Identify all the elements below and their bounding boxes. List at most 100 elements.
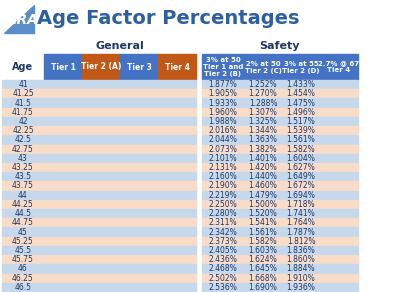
Bar <box>44 54 82 80</box>
Bar <box>120 163 158 172</box>
Bar <box>82 54 120 80</box>
Bar <box>282 163 320 172</box>
Text: 42.25: 42.25 <box>12 126 34 135</box>
Bar <box>120 237 158 246</box>
Text: 1.252%: 1.252% <box>249 80 277 89</box>
Bar <box>282 227 320 237</box>
Bar <box>2 237 44 246</box>
Text: 1.344%: 1.344% <box>248 126 278 135</box>
Text: 1.812%: 1.812% <box>287 237 315 246</box>
Bar <box>244 135 282 145</box>
Bar <box>44 172 82 181</box>
Bar <box>2 255 44 264</box>
Bar <box>120 154 158 163</box>
Bar <box>82 135 120 145</box>
Bar <box>44 237 82 246</box>
Bar <box>202 181 244 191</box>
Text: 1.307%: 1.307% <box>248 108 278 117</box>
Text: 2.342%: 2.342% <box>209 227 237 237</box>
Bar <box>320 255 358 264</box>
Bar <box>202 117 244 126</box>
Text: 43.5: 43.5 <box>14 172 32 181</box>
Polygon shape <box>4 5 34 33</box>
Bar <box>244 89 282 98</box>
Bar <box>44 227 82 237</box>
Bar <box>82 145 120 154</box>
Bar <box>244 163 282 172</box>
Bar <box>244 255 282 264</box>
Bar <box>120 191 158 200</box>
Bar <box>2 191 44 200</box>
Bar <box>2 209 44 218</box>
Text: 2.219%: 2.219% <box>209 191 237 200</box>
Text: 1.690%: 1.690% <box>248 283 278 292</box>
Bar <box>120 209 158 218</box>
Bar <box>202 246 244 255</box>
Text: 43.25: 43.25 <box>12 163 34 172</box>
Bar <box>120 135 158 145</box>
Text: 43: 43 <box>18 154 28 163</box>
Bar <box>2 126 44 135</box>
Bar <box>202 145 244 154</box>
Text: 1.517%: 1.517% <box>287 117 315 126</box>
Text: Safety: Safety <box>260 41 300 51</box>
Text: 1.541%: 1.541% <box>249 218 277 227</box>
Bar <box>158 89 196 98</box>
Bar <box>320 283 358 292</box>
Bar <box>282 54 320 80</box>
Text: 2.502%: 2.502% <box>209 274 237 283</box>
Text: Age Factor Percentages: Age Factor Percentages <box>37 10 300 29</box>
Bar <box>44 218 82 227</box>
Bar <box>82 209 120 218</box>
Bar <box>158 135 196 145</box>
Bar <box>158 108 196 117</box>
Text: 1.787%: 1.787% <box>287 227 315 237</box>
Bar <box>120 283 158 292</box>
Bar <box>320 172 358 181</box>
Bar <box>282 145 320 154</box>
Bar <box>120 274 158 283</box>
Text: 1.884%: 1.884% <box>287 265 315 273</box>
Bar <box>320 264 358 274</box>
Bar <box>320 274 358 283</box>
Bar <box>158 274 196 283</box>
Bar <box>244 54 282 80</box>
Bar <box>2 163 44 172</box>
Text: 1.460%: 1.460% <box>248 182 278 190</box>
Bar <box>282 154 320 163</box>
Text: 41.5: 41.5 <box>14 98 32 107</box>
Text: 1.479%: 1.479% <box>248 191 278 200</box>
Bar <box>244 181 282 191</box>
Bar <box>82 108 120 117</box>
Bar <box>320 191 358 200</box>
Bar <box>158 283 196 292</box>
Bar <box>282 181 320 191</box>
Text: 2.405%: 2.405% <box>208 246 238 255</box>
Text: 1.382%: 1.382% <box>249 145 277 154</box>
Bar <box>82 172 120 181</box>
Bar <box>82 274 120 283</box>
Text: 1.694%: 1.694% <box>286 191 316 200</box>
Bar <box>44 163 82 172</box>
Bar <box>82 80 120 89</box>
Bar <box>158 172 196 181</box>
Text: 42.5: 42.5 <box>14 135 32 145</box>
Text: 1.433%: 1.433% <box>286 80 316 89</box>
Text: 44.25: 44.25 <box>12 200 34 209</box>
Text: 1.539%: 1.539% <box>286 126 316 135</box>
Text: 1.363%: 1.363% <box>248 135 278 145</box>
Bar <box>282 218 320 227</box>
Bar <box>120 54 158 80</box>
Bar <box>244 264 282 274</box>
Bar <box>244 80 282 89</box>
Bar <box>320 98 358 108</box>
Bar <box>244 283 282 292</box>
Bar <box>158 237 196 246</box>
Text: 1.440%: 1.440% <box>248 172 278 181</box>
Bar <box>2 80 44 89</box>
Text: 1.668%: 1.668% <box>249 274 277 283</box>
Bar <box>244 237 282 246</box>
Text: 1.624%: 1.624% <box>249 255 277 264</box>
Bar <box>282 209 320 218</box>
Bar <box>202 264 244 274</box>
